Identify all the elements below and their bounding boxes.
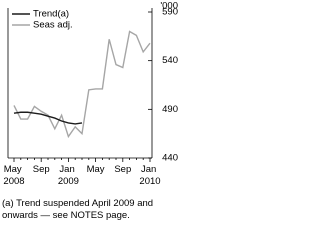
legend-label: Trend(a) (33, 9, 69, 20)
series-line (13, 111, 83, 125)
chart: '000 (a) Trend suspended April 2009 and … (2, 1, 178, 221)
y-tick-label: 490 (162, 104, 178, 115)
series-line (13, 30, 151, 139)
y-tick-label: 540 (162, 55, 178, 66)
x-tick-label: Jan 2010 (139, 164, 160, 187)
footnote-box: (a) Trend suspended April 2009 and onwar… (2, 198, 154, 221)
y-tick-label: 590 (162, 7, 178, 18)
legend-label: Seas adj. (33, 20, 73, 31)
y-tick-label: 440 (162, 153, 178, 164)
x-tick-label: May 2008 (3, 164, 24, 187)
x-tick-label: May (87, 164, 105, 175)
y-unit: '000 (160, 1, 178, 12)
x-tick-label: Sep (33, 164, 50, 175)
x-tick-label: Sep (114, 164, 131, 175)
footnote: (a) Trend suspended April 2009 and onwar… (2, 198, 154, 221)
x-tick-label: Jan 2009 (58, 164, 79, 187)
